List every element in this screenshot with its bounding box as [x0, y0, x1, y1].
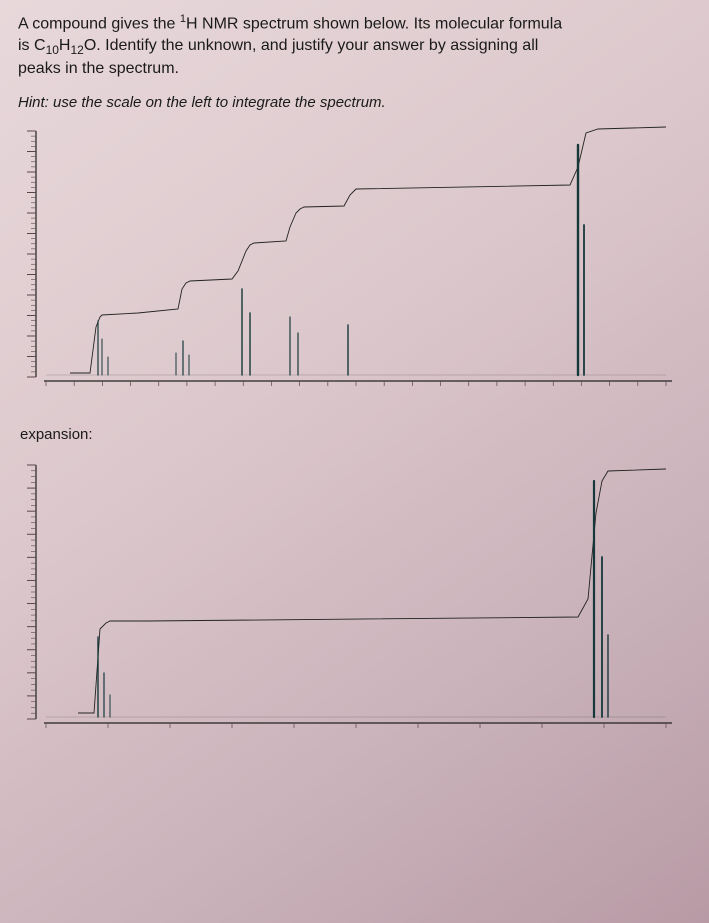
q-sub1: 10 [46, 43, 59, 57]
hint-text: Hint: use the scale on the left to integ… [18, 94, 691, 111]
nmr-spectrum-full [18, 121, 678, 411]
q-line2a: is C [18, 37, 46, 54]
expansion-label: expansion: [20, 426, 691, 443]
q-line3: peaks in the spectrum. [18, 60, 179, 77]
question-text: A compound gives the 1H NMR spectrum sho… [18, 12, 691, 80]
q-sub2: 12 [70, 43, 83, 57]
q-line1b: H NMR spectrum shown below. Its molecula… [186, 15, 562, 32]
spectrum-bottom [18, 449, 678, 754]
q-line1a: A compound gives the [18, 15, 180, 32]
nmr-spectrum-expansion [18, 449, 678, 749]
spectrum-top [18, 121, 678, 416]
q-line2b: H [59, 37, 71, 54]
q-line2c: O. Identify the unknown, and justify you… [84, 37, 538, 54]
